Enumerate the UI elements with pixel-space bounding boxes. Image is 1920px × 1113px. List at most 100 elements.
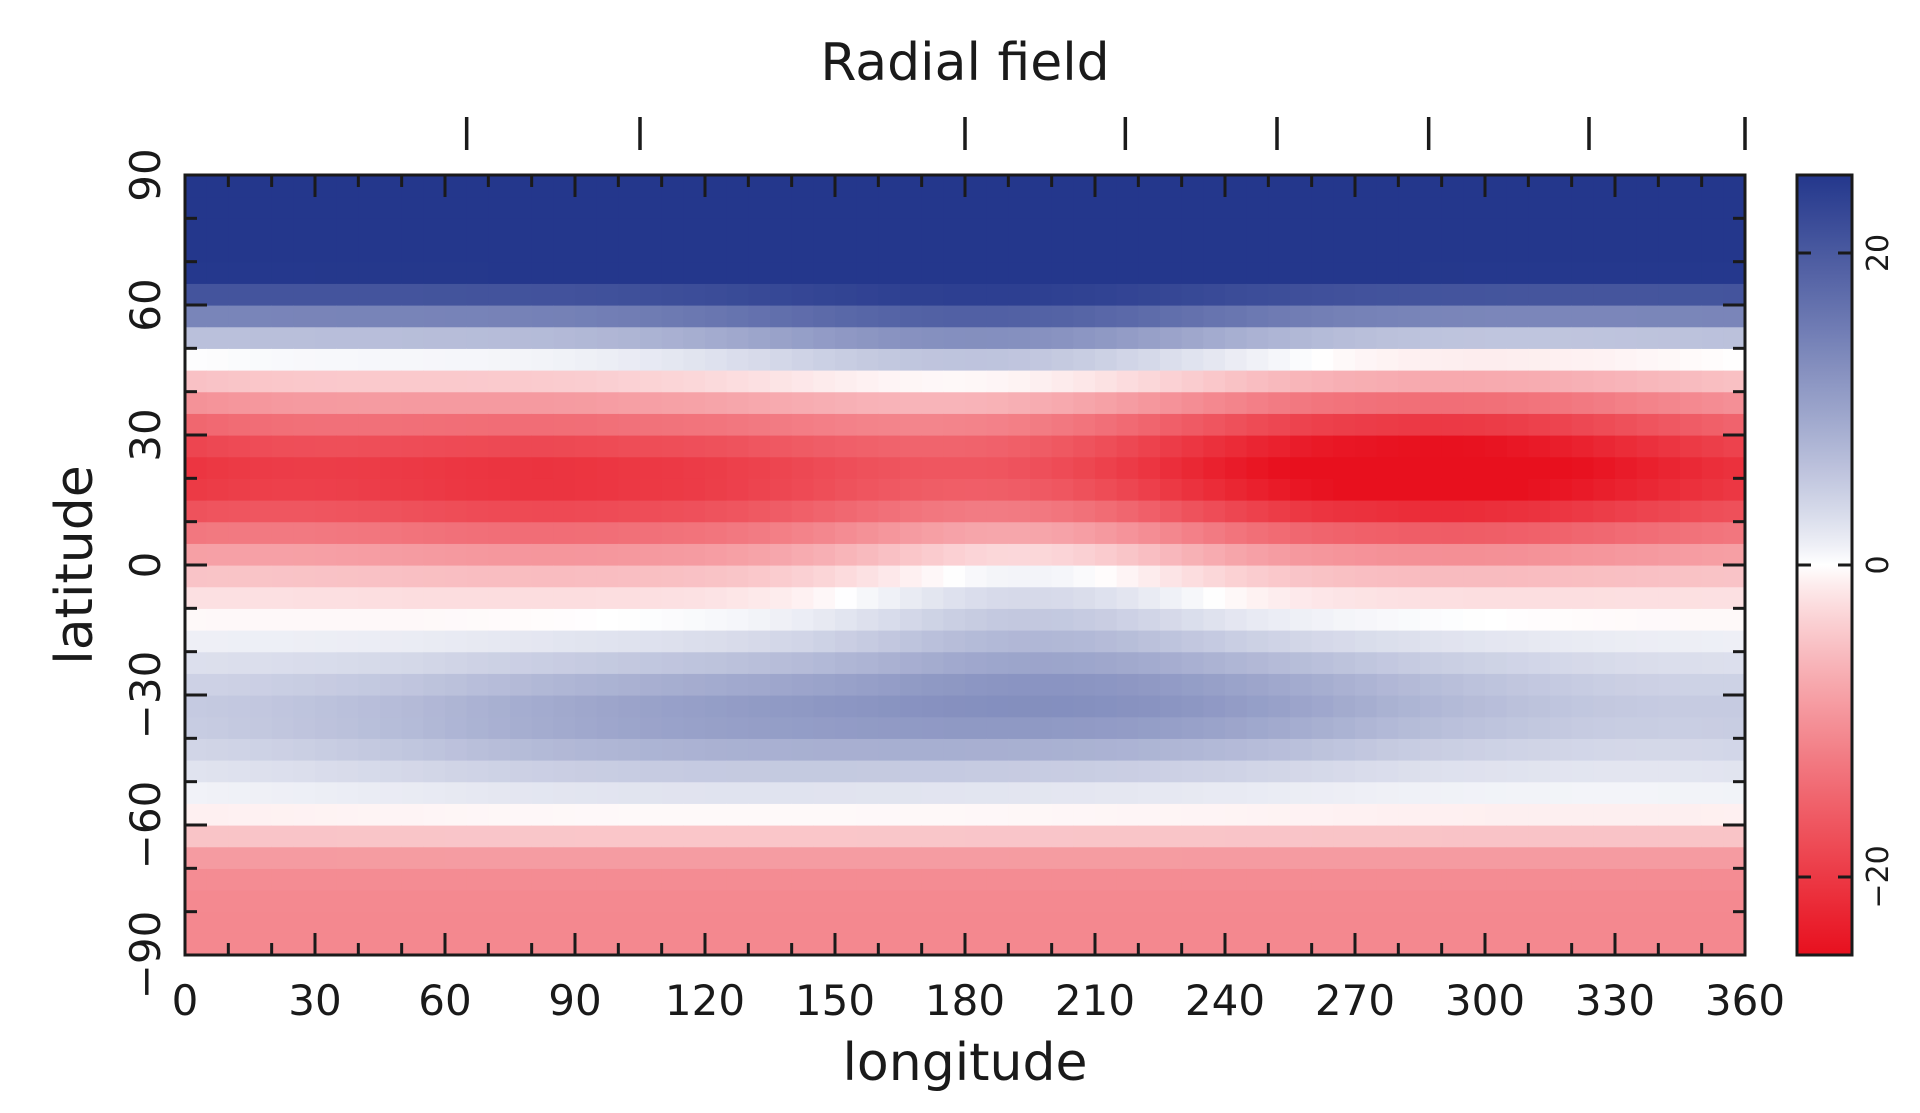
heatmap-cell (553, 565, 576, 588)
heatmap-cell (661, 803, 684, 826)
heatmap-cell (596, 521, 619, 544)
heatmap-cell (358, 478, 381, 501)
heatmap-cell (1485, 196, 1508, 219)
x-axis-label: longitude (842, 1033, 1087, 1093)
heatmap-cell (336, 240, 359, 263)
heatmap-cell (293, 716, 316, 739)
heatmap-cell (1268, 413, 1291, 436)
heatmap-cell (423, 391, 446, 414)
heatmap-cell (1398, 630, 1421, 653)
heatmap-cell (553, 673, 576, 696)
heatmap-cell (1528, 716, 1551, 739)
heatmap-cell (531, 543, 554, 566)
heatmap-cell (791, 565, 814, 588)
heatmap-cell (1030, 760, 1053, 783)
heatmap-cell (228, 175, 251, 198)
heatmap-cell (1311, 803, 1334, 826)
heatmap-cell (1290, 586, 1313, 609)
heatmap-cell (986, 478, 1009, 501)
heatmap-cell (315, 673, 338, 696)
heatmap-cell (401, 738, 424, 761)
heatmap-cell (1008, 673, 1031, 696)
heatmap-cell (423, 911, 446, 934)
heatmap-cell (596, 608, 619, 631)
heatmap-cell (228, 716, 251, 739)
heatmap-cell (791, 175, 814, 198)
heatmap-cell (1095, 391, 1118, 414)
heatmap-cell (1463, 651, 1486, 674)
heatmap-cell (575, 716, 598, 739)
heatmap-cell (1030, 500, 1053, 523)
heatmap-cell (466, 218, 489, 241)
heatmap-cell (1051, 738, 1074, 761)
heatmap-cell (1441, 760, 1464, 783)
heatmap-cell (900, 521, 923, 544)
heatmap-cell (1268, 435, 1291, 458)
heatmap-cell (683, 781, 706, 804)
heatmap-cell (1528, 846, 1551, 869)
heatmap-cell (1333, 630, 1356, 653)
heatmap-cell (1550, 500, 1573, 523)
heatmap-cell (1181, 543, 1204, 566)
heatmap-cell (1138, 586, 1161, 609)
heatmap-cell (315, 240, 338, 263)
heatmap-cell (1181, 760, 1204, 783)
heatmap-cell (401, 500, 424, 523)
heatmap-cell (358, 435, 381, 458)
heatmap-cell (813, 760, 836, 783)
heatmap-cell (921, 846, 944, 869)
heatmap-cell (1615, 695, 1638, 718)
heatmap-cell (445, 586, 468, 609)
heatmap-cell (1030, 521, 1053, 544)
heatmap-cell (1246, 261, 1269, 284)
heatmap-cell (423, 695, 446, 718)
heatmap-cell (1290, 283, 1313, 306)
heatmap-cell (1333, 760, 1356, 783)
heatmap-cell (1485, 586, 1508, 609)
heatmap-cell (661, 240, 684, 263)
heatmap-cell (726, 391, 749, 414)
heatmap-cell (1181, 911, 1204, 934)
heatmap-cell (1658, 760, 1681, 783)
heatmap-cell (510, 521, 533, 544)
heatmap-cell (748, 456, 771, 479)
heatmap-cell (1095, 240, 1118, 263)
heatmap-cell (705, 348, 728, 371)
heatmap-cell (575, 196, 598, 219)
heatmap-cell (791, 413, 814, 436)
heatmap-cell (1571, 586, 1594, 609)
top-longitude-markers (464, 117, 1747, 150)
heatmap-cell (965, 760, 988, 783)
heatmap-cell (228, 868, 251, 891)
heatmap-cell (1290, 716, 1313, 739)
heatmap-cell (1485, 500, 1508, 523)
heatmap-cell (900, 781, 923, 804)
heatmap-cell (1550, 196, 1573, 219)
heatmap-cell (661, 218, 684, 241)
heatmap-cell (293, 500, 316, 523)
heatmap-cell (770, 651, 793, 674)
heatmap-cell (943, 673, 966, 696)
heatmap-cell (1636, 370, 1659, 393)
heatmap-cell (531, 673, 554, 696)
heatmap-cell (1615, 521, 1638, 544)
heatmap-cell (813, 803, 836, 826)
heatmap-cell (1268, 586, 1291, 609)
heatmap-cell (206, 175, 229, 198)
heatmap-cell (1246, 586, 1269, 609)
heatmap-cell (315, 456, 338, 479)
heatmap-cell (1376, 391, 1399, 414)
heatmap-cell (1701, 521, 1724, 544)
heatmap-cell (1268, 456, 1291, 479)
heatmap-cell (423, 781, 446, 804)
heatmap-cell (466, 933, 489, 956)
heatmap-cell (1593, 175, 1616, 198)
heatmap-cell (900, 695, 923, 718)
heatmap-cell (878, 825, 901, 848)
heatmap-cell (683, 456, 706, 479)
heatmap-cell (1463, 456, 1486, 479)
heatmap-cell (1355, 435, 1378, 458)
heatmap-cell (661, 543, 684, 566)
heatmap-cell (575, 803, 598, 826)
heatmap-cell (1506, 651, 1529, 674)
